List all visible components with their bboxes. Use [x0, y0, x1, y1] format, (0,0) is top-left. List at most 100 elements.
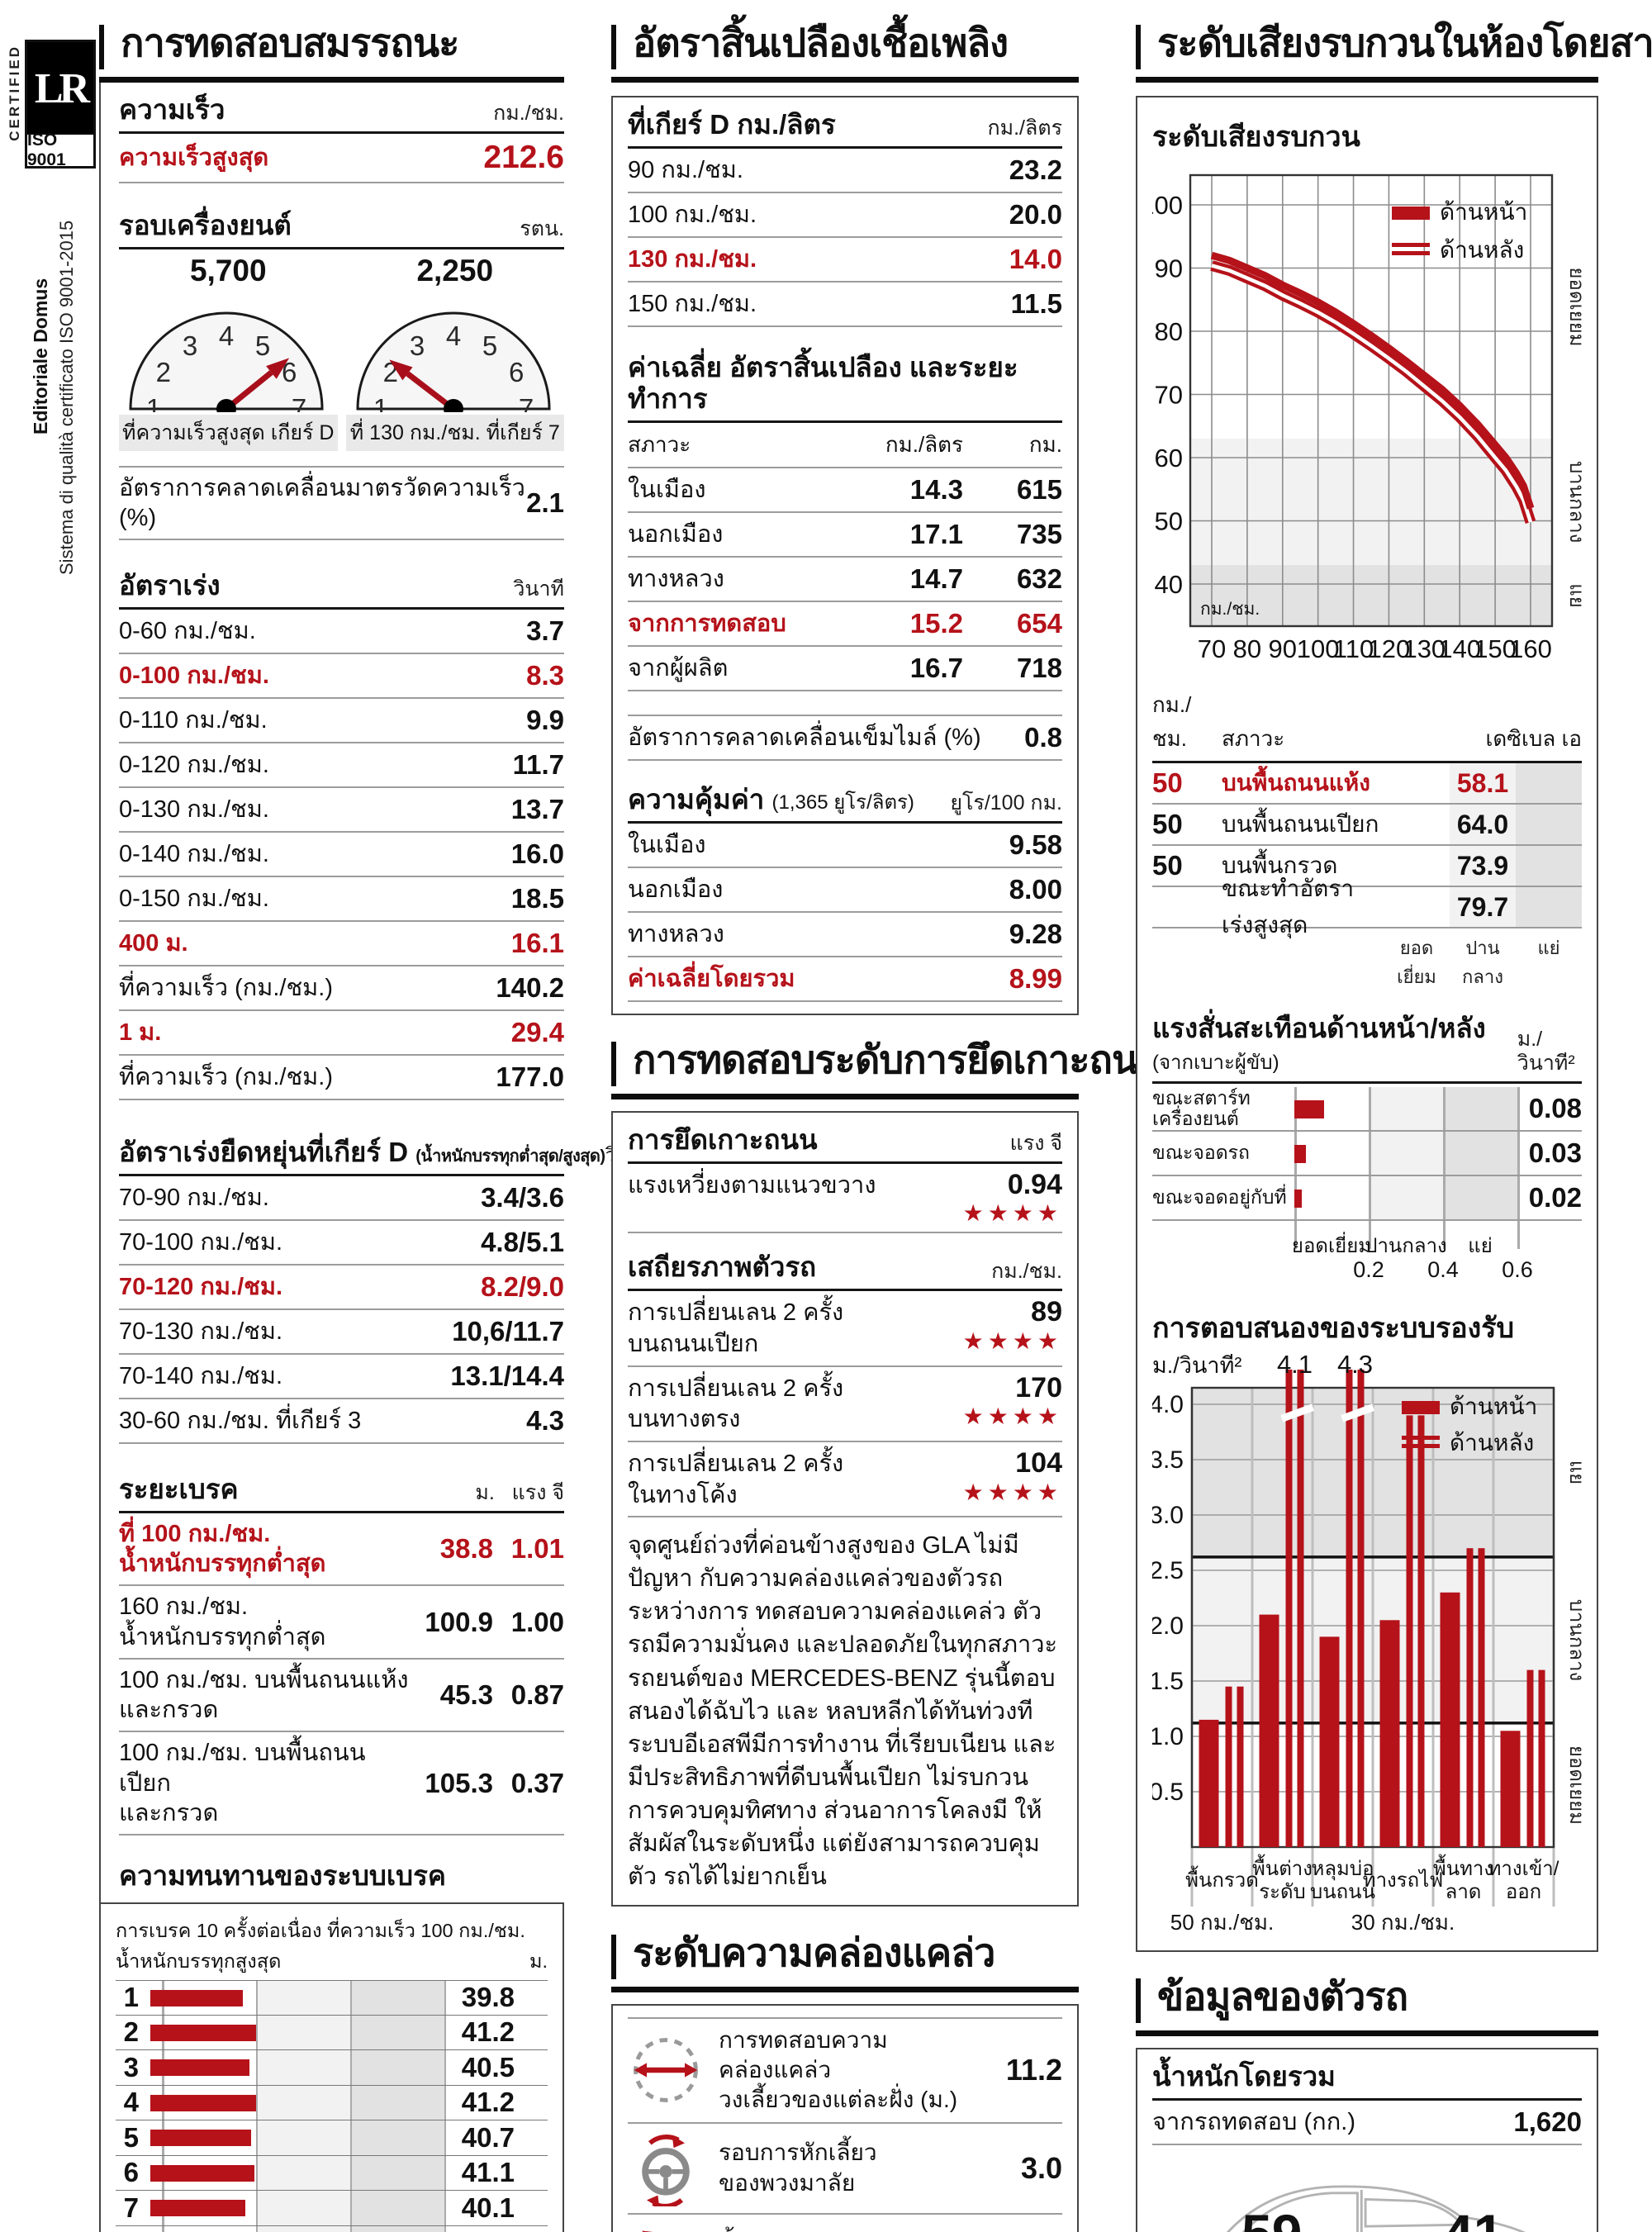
speed-rows: ความเร็วสูงสุด 212.6: [119, 134, 564, 183]
svg-text:4.3: 4.3: [1337, 1351, 1373, 1379]
turning-circle-icon: [628, 2032, 704, 2108]
row-label: 0-100 กม./ชม.: [119, 662, 269, 689]
svg-text:2: 2: [156, 357, 171, 387]
row-label: การเปลี่ยนเลน 2 ครั้ง บนทางตรง: [628, 1375, 844, 1433]
svg-text:140: 140: [1438, 634, 1481, 663]
zone-cell: 58.1: [1450, 763, 1516, 803]
svg-text:ทางรถไฟ: ทางรถไฟ: [1363, 1869, 1444, 1892]
zone-cell: [1516, 763, 1582, 803]
row-label: 100 กม./ชม.: [628, 201, 757, 228]
row-index: 7: [123, 2192, 139, 2223]
agility-row: น้ำหนักของพวงมาลัย (กก.)1.4: [628, 2215, 1062, 2232]
svg-text:40: 40: [1155, 570, 1183, 599]
row-index: 4: [123, 2087, 139, 2118]
data-row: 0-100 กม./ชม. 8.3: [119, 654, 564, 699]
row-label: จากรถทดสอบ (กก.): [1152, 2108, 1355, 2135]
svg-text:50 กม./ชม.: 50 กม./ชม.: [1170, 1910, 1274, 1935]
weight-rows: จากรถทดสอบ (กก.) 1,620: [1152, 2101, 1582, 2145]
svg-text:120: 120: [1368, 634, 1411, 663]
row-value: 11.5: [1010, 287, 1062, 319]
row-label: ค่าเฉลี่ยโดยรวม: [628, 965, 795, 992]
zone-cell: [1384, 846, 1450, 886]
elastic-subheader: อัตราเร่งยืดหยุ่นที่เกียร์ D (น้ำหนักบรร…: [119, 1137, 656, 1176]
row-value: 11.7: [512, 749, 564, 780]
row-label: 70-120 กม./ชม.: [119, 1273, 283, 1300]
noise-line-chart: 4050607080901007080901001101201301401501…: [1140, 167, 1591, 678]
row-value: 9.58: [1009, 829, 1062, 860]
axis-tick-label: 0.6: [1502, 1256, 1533, 1282]
suspension-chart: ม./วินาที² 0.5 1.0 1.5 2.0 2.5 3.0 3.5 4.0 แย่ ปาน…: [1149, 1350, 1591, 1939]
data-row: 1 ม. 29.4: [119, 1011, 564, 1056]
car-silhouette: [1226, 2185, 1526, 2232]
svg-text:ยอดเยี่ยม: ยอดเยี่ยม: [1565, 1745, 1582, 1825]
condition-cell: ขณะทำอัตราเร่งสูงสุด: [1222, 876, 1355, 938]
row-label: รอบการหักเลี้ยว ของพวงมาลัย: [719, 2139, 877, 2196]
average-col-headers: สภาวะ กม./ลิตร กม.: [628, 423, 1062, 468]
svg-text:ปานกลาง: ปานกลาง: [1565, 1599, 1582, 1682]
row-label: แรงเหวี่ยงตามแนวขวาง: [628, 1171, 876, 1199]
table-header: กม./ชม. สภาวะ เดซิเบล เอ: [1152, 688, 1582, 763]
row-index: 5: [123, 2121, 139, 2153]
svg-text:กม./ชม.: กม./ชม.: [1200, 600, 1260, 619]
svg-text:70: 70: [1198, 634, 1226, 663]
row-label: 100 กม./ชม. บนพื้นถนนแห้ง และกรวด: [119, 1666, 409, 1724]
vibration-row: ขณะจอดอยู่กับที่ 0.02: [1152, 1176, 1582, 1221]
row-value: 20.0: [1009, 198, 1062, 230]
cost-subheader: ความคุ้มค่า (1,365 ยูโร/ลิตร) ยูโร/100 ก…: [628, 784, 1062, 824]
data-row: 400 ม. 16.1: [119, 922, 564, 966]
svg-text:90: 90: [1269, 634, 1297, 663]
row-value: 212.6: [483, 139, 564, 175]
lr-certification-logo: LR ISO 9001: [25, 40, 96, 169]
title-tick: [611, 1934, 616, 1979]
svg-text:ระดับ: ระดับ: [1259, 1881, 1306, 1903]
row-label: 400 ม.: [119, 929, 188, 957]
fuel-panel: ที่เกียร์ D กม./ลิตร กม./ลิตร 90 กม./ชม. 2…: [611, 96, 1079, 1015]
rear-bar: [1346, 1369, 1353, 1847]
row-value: 17.1 735: [909, 518, 1062, 549]
row-label: 150 กม./ชม.: [628, 290, 757, 317]
data-row: ในเมือง 9.58: [628, 824, 1062, 868]
svg-text:ด้านหลัง: ด้านหลัง: [1440, 237, 1524, 263]
zone-cell: [1516, 887, 1582, 927]
gear-d-subheader: ที่เกียร์ D กม./ลิตร กม./ลิตร: [628, 109, 1062, 149]
lr-logo: LR: [27, 42, 93, 135]
row-label: 0-140 กม./ชม.: [119, 840, 269, 867]
data-row: 70-90 กม./ชม. 3.4/3.6: [119, 1176, 564, 1221]
gridline: [1443, 1086, 1446, 1249]
row-value: 3.0: [1020, 2150, 1062, 2185]
svg-text:100: 100: [1152, 191, 1183, 220]
row-value: 0.94 ★★★★: [962, 1168, 1062, 1227]
zone-cell: 73.9: [1450, 846, 1516, 886]
data-row: ที่ 100 กม./ชม. น้ำหนักบรรทุกต่ำสุด 38.8 1.…: [119, 1513, 564, 1587]
data-row: 100 กม./ชม. 20.0: [628, 193, 1062, 238]
braking-rows: ที่ 100 กม./ชม. น้ำหนักบรรทุกต่ำสุด 38.8 1.…: [119, 1513, 564, 1836]
row-value: 89 ★★★★: [962, 1296, 1062, 1354]
average-rows: ในเมือง 14.3 615 นอกเมือง 17.1 735 ทางหลวง 14.7…: [628, 468, 1062, 691]
chart-zone: [1369, 1086, 1443, 1221]
zone-cell: [1516, 846, 1582, 886]
bar: [1294, 1099, 1324, 1118]
vibration-subheader: แรงสั่นสะเทือนด้านหน้า/หลัง (จากเบาะผู้ข…: [1152, 1013, 1582, 1084]
row-value: 2.1: [526, 487, 564, 518]
data-row: 0-130 กม./ชม. 13.7: [119, 788, 564, 833]
svg-text:ปานกลาง: ปานกลาง: [1565, 461, 1582, 544]
row-value: 11.2: [1005, 2053, 1062, 2087]
row-value: 9.28: [1009, 918, 1062, 949]
gridline: [1369, 1086, 1371, 1249]
publisher-label: Editoriale Domus: [30, 278, 51, 435]
performance-title: การทดสอบสมรรถนะ: [99, 23, 564, 83]
row-value: 45.3 0.87: [439, 1679, 564, 1711]
svg-text:150: 150: [1474, 634, 1517, 663]
row-value: 41.1: [461, 2157, 515, 2188]
braking-subheader: ระยะเบรค ม. แรง จี: [119, 1474, 564, 1513]
noise-column: ระดับเสียงรบกวนในห้องโดยสาร ระดับเสียงรบ…: [1136, 23, 1652, 2232]
svg-text:ด้านหน้า: ด้านหน้า: [1440, 199, 1527, 225]
row-value: 0.02: [1528, 1181, 1582, 1213]
gridline: [1294, 1086, 1297, 1249]
svg-text:3.5: 3.5: [1152, 1446, 1184, 1474]
condition-cell: บนพื้นกรวด: [1222, 852, 1338, 878]
row-index: 2: [123, 2016, 139, 2048]
svg-text:5: 5: [482, 330, 496, 360]
rear-bar: [1285, 1369, 1293, 1847]
